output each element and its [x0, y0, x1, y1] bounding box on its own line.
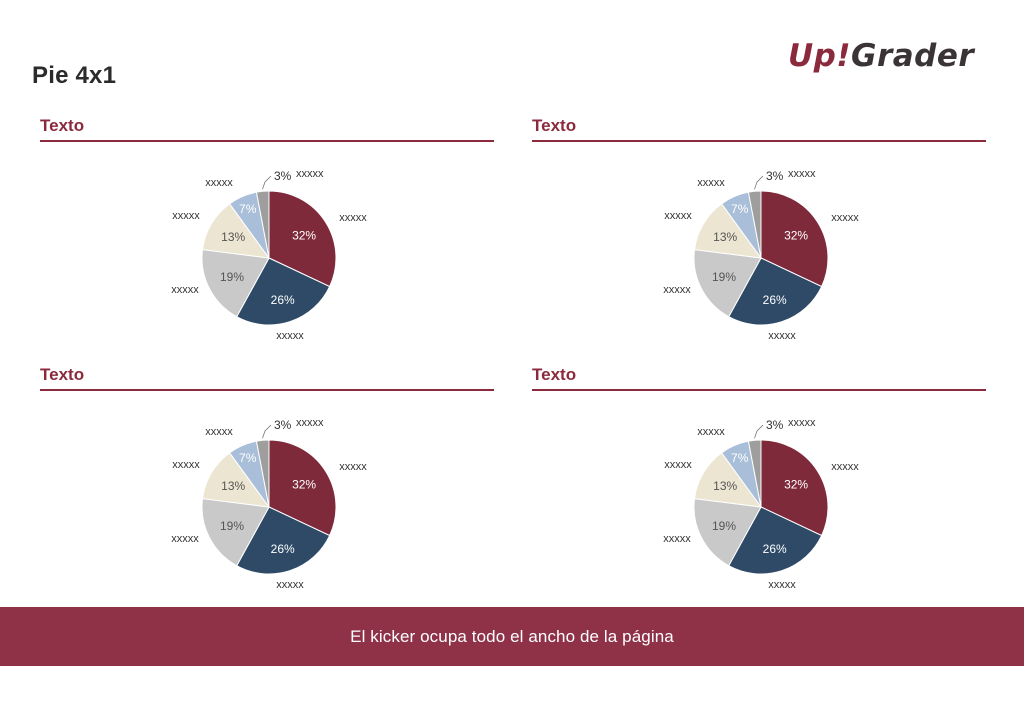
pie-slice — [268, 190, 337, 288]
slice-category-label: xxxxx — [697, 177, 725, 189]
slice-value-label: 26% — [763, 542, 787, 556]
slice-category-label: xxxxx — [296, 417, 324, 429]
slice-value-label: 32% — [784, 229, 808, 243]
slice-category-label: xxxxx — [788, 168, 816, 180]
slice-category-label: xxxxx — [664, 210, 692, 222]
slice-category-label: xxxxx — [296, 168, 324, 180]
kicker-text: El kicker ocupa todo el ancho de la pági… — [350, 626, 674, 646]
pie-slice — [693, 203, 763, 259]
slice-value-label: 19% — [712, 519, 736, 533]
slice-value-label: 7% — [239, 202, 257, 216]
slice-category-label: xxxxx — [768, 579, 796, 591]
pie-slice — [255, 190, 270, 259]
chart-panel-4: Texto 32% xxxxx 26% xxxxx 19% xxxxx 13% xxxxx 7%… — [532, 365, 986, 595]
slice-category-label: xxxxx — [205, 177, 233, 189]
panel-divider — [40, 140, 494, 142]
pie-slice — [693, 452, 763, 508]
pie-slice — [747, 190, 762, 259]
slice-value-label: 3% — [766, 418, 784, 432]
slice-value-label: 32% — [292, 478, 316, 492]
panel-title: Texto — [532, 116, 577, 135]
pie-slice — [201, 249, 270, 318]
leader-line — [754, 424, 764, 439]
page-title: Pie 4x1 — [32, 62, 117, 89]
slice-value-label: 19% — [220, 519, 244, 533]
slice-category-label: xxxxx — [788, 417, 816, 429]
slice-value-label: 7% — [731, 202, 749, 216]
pie-chart: 32% xxxxx 26% xxxxx 19% xxxxx 13% xxxxx 7% xxxxx 3… — [171, 168, 367, 342]
pie-slice — [255, 439, 270, 508]
slice-category-label: xxxxx — [276, 579, 304, 591]
slice-value-label: 19% — [220, 270, 244, 284]
leader-line — [262, 424, 272, 439]
slice-value-label: 32% — [292, 229, 316, 243]
panel-divider — [40, 389, 494, 391]
slice-category-label: xxxxx — [664, 459, 692, 471]
pie-slice — [760, 439, 829, 537]
slice-category-label: xxxxx — [831, 212, 859, 224]
leader-line — [262, 175, 272, 190]
slice-value-label: 13% — [713, 230, 737, 244]
slice-category-label: xxxxx — [663, 533, 691, 545]
slice-category-label: xxxxx — [831, 461, 859, 473]
panel-title: Texto — [40, 365, 85, 384]
panel-title: Texto — [40, 116, 85, 135]
slice-value-label: 13% — [221, 230, 245, 244]
slice-category-label: xxxxx — [205, 426, 233, 438]
pie-slice — [747, 439, 762, 508]
chart-panel-3: Texto 32% xxxxx 26% xxxxx 19% xxxxx 13% xxxxx 7%… — [40, 365, 494, 595]
slice-category-label: xxxxx — [339, 212, 367, 224]
slice-category-label: xxxxx — [663, 284, 691, 296]
slice-category-label: xxxxx — [172, 210, 200, 222]
pie-slice — [693, 498, 762, 567]
slice-value-label: 3% — [274, 418, 292, 432]
pie-slice — [760, 190, 829, 288]
panel-divider — [532, 389, 986, 391]
panel-title: Texto — [532, 365, 577, 384]
slice-value-label: 19% — [712, 270, 736, 284]
pie-slice — [201, 203, 271, 259]
logo-part-exclamation: ! — [836, 38, 852, 74]
panel-divider — [532, 140, 986, 142]
slice-category-label: xxxxx — [697, 426, 725, 438]
logo-part-up: Up — [788, 38, 837, 74]
slice-category-label: xxxxx — [171, 284, 199, 296]
pie-chart: 32% xxxxx 26% xxxxx 19% xxxxx 13% xxxxx 7% xxxxx 3… — [663, 168, 859, 342]
slice-category-label: xxxxx — [171, 533, 199, 545]
pie-slice — [268, 439, 337, 537]
slice-category-label: xxxxx — [172, 459, 200, 471]
slice-value-label: 3% — [274, 169, 292, 183]
slice-category-label: xxxxx — [276, 330, 304, 342]
slice-value-label: 3% — [766, 169, 784, 183]
slice-value-label: 7% — [239, 451, 257, 465]
pie-slice — [201, 452, 271, 508]
slice-value-label: 7% — [731, 451, 749, 465]
chart-panel-2: Texto 32% xxxxx 26% xxxxx 19% xxxxx 13% xxxxx 7%… — [532, 116, 986, 346]
slice-category-label: xxxxx — [339, 461, 367, 473]
slice-value-label: 26% — [763, 293, 787, 307]
slice-value-label: 13% — [713, 479, 737, 493]
slice-value-label: 26% — [271, 542, 295, 556]
slice-value-label: 26% — [271, 293, 295, 307]
pie-slice — [201, 498, 270, 567]
pie-chart: 32% xxxxx 26% xxxxx 19% xxxxx 13% xxxxx 7% xxxxx 3… — [171, 417, 367, 591]
logo-part-grader: Grader — [851, 38, 975, 74]
slice-value-label: 32% — [784, 478, 808, 492]
slice-category-label: xxxxx — [768, 330, 796, 342]
chart-panel-1: Texto 32% xxxxx 26% xxxxx 19% xxxxx 13% xxxxx 7%… — [40, 116, 494, 346]
brand-logo: Up!Grader — [788, 38, 974, 74]
pie-chart: 32% xxxxx 26% xxxxx 19% xxxxx 13% xxxxx 7% xxxxx 3… — [663, 417, 859, 591]
pie-slice — [693, 249, 762, 318]
slice-value-label: 13% — [221, 479, 245, 493]
leader-line — [754, 175, 764, 190]
kicker-banner: El kicker ocupa todo el ancho de la pági… — [0, 607, 1024, 666]
